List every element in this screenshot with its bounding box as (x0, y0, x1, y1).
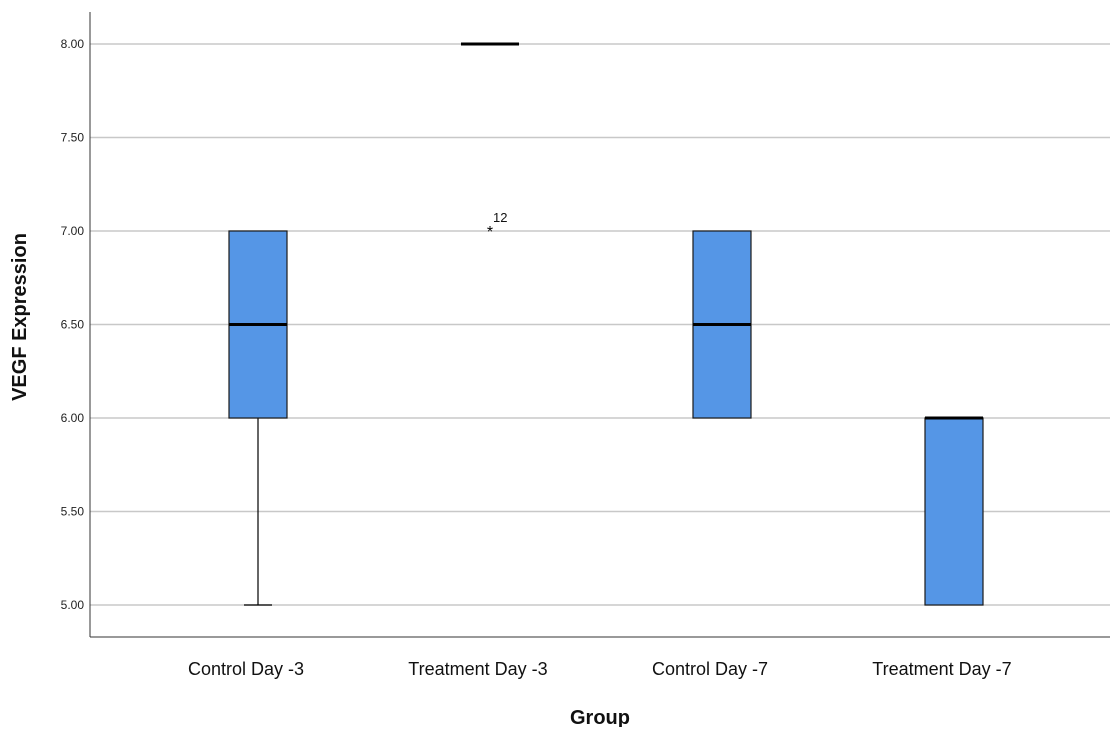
y-tick-label: 6.50 (61, 318, 85, 332)
y-tick-label: 8.00 (61, 37, 85, 51)
box-group (692, 230, 752, 419)
y-tick-label: 5.00 (61, 598, 85, 612)
outlier-label: 12 (493, 210, 507, 225)
category-label: Control Day -3 (188, 659, 304, 679)
box (924, 417, 984, 606)
y-tick-label: 7.00 (61, 224, 85, 238)
box-group: *12 (461, 42, 519, 241)
box-group (924, 416, 984, 606)
box-group (228, 230, 288, 606)
y-tick-label: 5.50 (61, 505, 85, 519)
y-tick-labels: 5.00 5.50 6.00 6.50 7.00 7.50 8.00 (61, 37, 85, 612)
category-label: Treatment Day -7 (872, 659, 1011, 679)
y-tick-label: 6.00 (61, 411, 85, 425)
y-axis-title: VEGF Expression (9, 233, 31, 401)
y-tick-label: 7.50 (61, 131, 85, 145)
x-axis-title: Group (570, 707, 630, 727)
boxes: *12 (228, 42, 984, 606)
category-labels: Control Day -3 Treatment Day -3 Control Da… (188, 659, 1012, 679)
outlier-marker: * (487, 224, 493, 241)
category-label: Treatment Day -3 (408, 659, 547, 679)
axes (89, 12, 1110, 638)
category-label: Control Day -7 (652, 659, 768, 679)
